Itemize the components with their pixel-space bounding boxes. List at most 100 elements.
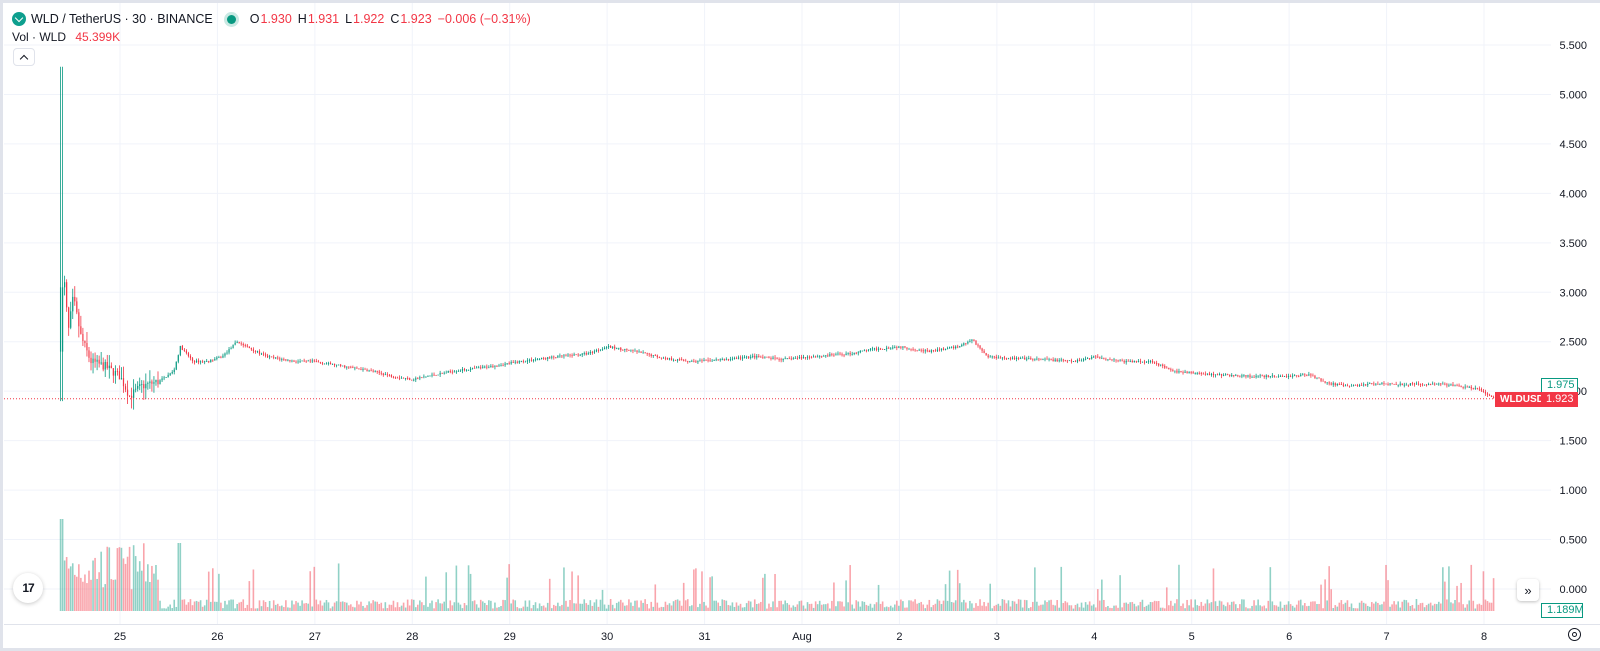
- y-tick-label: 5.000: [1559, 89, 1587, 101]
- volume-bar: [739, 603, 742, 611]
- candle-body: [1154, 362, 1156, 364]
- candle-body: [185, 350, 188, 354]
- candle-body: [1097, 356, 1099, 358]
- volume-bar: [548, 578, 551, 611]
- candle-body: [289, 359, 291, 362]
- volume-label[interactable]: Vol · WLD: [12, 30, 67, 44]
- candle-body: [293, 360, 295, 362]
- candle-body: [297, 361, 299, 363]
- candle-body: [709, 360, 711, 362]
- volume-bar: [997, 603, 1000, 611]
- volume-bar: [526, 606, 529, 611]
- volume-bar: [1060, 566, 1063, 611]
- candle-body: [441, 372, 443, 374]
- volume-bar: [1247, 608, 1249, 611]
- volume-bar: [695, 568, 697, 611]
- candle-body: [1255, 375, 1257, 378]
- volume-bar: [889, 605, 892, 611]
- volume-bar: [786, 603, 789, 611]
- volume-bar: [228, 600, 230, 611]
- candle-body: [534, 359, 537, 361]
- volume-bar: [173, 599, 176, 611]
- candle-body: [478, 367, 480, 369]
- volume-bar: [465, 605, 468, 611]
- volume-bar: [1099, 600, 1101, 611]
- volume-bar: [1362, 602, 1365, 611]
- volume-bar: [447, 608, 450, 611]
- volume-bar: [1178, 564, 1180, 611]
- candle-body: [398, 377, 401, 379]
- candle-body: [305, 360, 307, 362]
- price-scale[interactable]: 5.5005.0004.5004.0003.5003.0002.5002.000…: [1559, 40, 1587, 596]
- volume-bar: [1212, 568, 1215, 611]
- candle-body: [193, 360, 196, 363]
- volume-bar: [1364, 603, 1367, 611]
- volume-bar: [753, 599, 756, 611]
- volume-bar: [262, 600, 265, 611]
- volume-bar: [475, 604, 478, 611]
- candle-body: [632, 349, 634, 351]
- candle-body: [1361, 385, 1363, 386]
- volume-bar: [849, 565, 851, 611]
- candle-body: [585, 353, 587, 355]
- volume-bar: [264, 601, 267, 611]
- candle-body: [191, 358, 194, 361]
- candle-body: [137, 385, 139, 389]
- volume-bar: [281, 605, 283, 611]
- candle-body: [658, 357, 660, 358]
- volume-bar: [490, 600, 492, 611]
- volume-bar: [1188, 605, 1190, 611]
- candle-body: [167, 374, 169, 378]
- volume-bar: [406, 599, 409, 611]
- volume-bar: [486, 605, 488, 611]
- candle-body: [650, 354, 652, 357]
- candle-body: [1407, 384, 1409, 386]
- candle-body: [1444, 383, 1446, 385]
- time-scale[interactable]: 25 26 27 28 29 30 31 Aug 2 3 4 5 6 7 8: [114, 631, 1487, 643]
- candle-body: [1160, 364, 1162, 366]
- candle-body: [469, 368, 472, 370]
- candle-body: [1381, 383, 1383, 385]
- volume-bar: [601, 589, 604, 611]
- volume-bar: [1352, 608, 1355, 611]
- volume-bar: [640, 600, 642, 611]
- candle-body: [581, 353, 583, 355]
- volume-bar: [1119, 575, 1121, 611]
- candle-body: [553, 356, 555, 358]
- y-tick-label: 3.000: [1559, 287, 1587, 299]
- candle-body: [413, 379, 415, 381]
- volume-bar: [1111, 608, 1113, 611]
- candle-body: [1095, 356, 1097, 358]
- candle-body: [329, 362, 332, 365]
- volume-bar: [483, 602, 486, 611]
- candle-body: [1490, 395, 1493, 397]
- gear-icon[interactable]: [1568, 628, 1581, 641]
- candle-body: [325, 363, 328, 365]
- candle-body: [1399, 383, 1401, 385]
- volume-bar: [201, 606, 204, 611]
- collapse-legend-button[interactable]: [13, 48, 35, 66]
- candle-body: [492, 365, 494, 367]
- candle-body: [691, 360, 693, 362]
- scroll-to-realtime-button[interactable]: »: [1517, 579, 1539, 601]
- candle-body: [743, 356, 746, 358]
- tradingview-logo-icon[interactable]: 17: [13, 573, 43, 603]
- volume-bar: [1259, 605, 1261, 611]
- candlesticks[interactable]: [59, 66, 1495, 410]
- volume-bar: [199, 600, 202, 611]
- candle-body: [1013, 357, 1016, 360]
- last-price-tag: 1.923: [1541, 392, 1578, 407]
- candle-body: [1482, 390, 1485, 392]
- candle-body: [520, 360, 522, 362]
- candle-body: [435, 375, 437, 376]
- volume-bar: [417, 604, 419, 611]
- candle-body: [1022, 357, 1024, 359]
- volume-bar: [1391, 604, 1393, 611]
- symbol-title[interactable]: WLD / TetherUS · 30 · BINANCE: [31, 12, 213, 26]
- volume-bar: [197, 601, 200, 611]
- candle-body: [1273, 375, 1275, 377]
- volume-bar: [1332, 608, 1335, 611]
- volume-bar: [557, 602, 559, 611]
- candle-body: [327, 362, 330, 364]
